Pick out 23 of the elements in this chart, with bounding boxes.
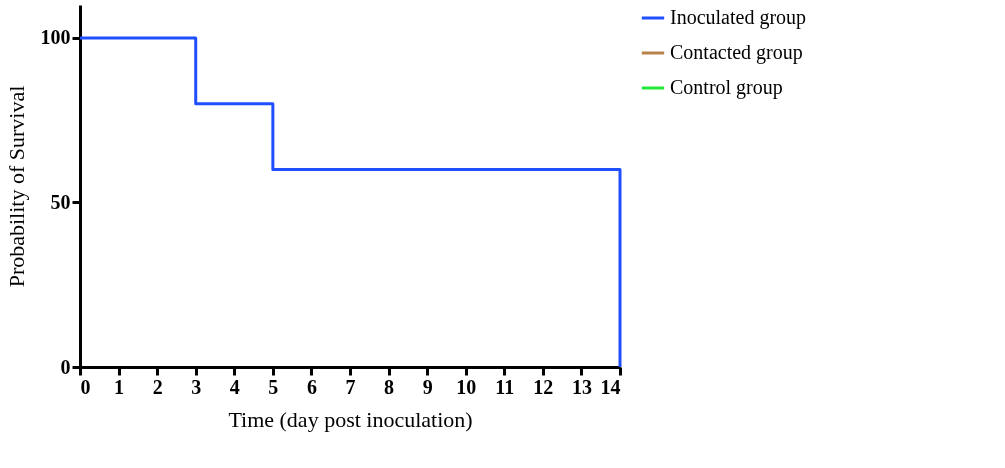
x-axis-title: Time (day post inoculation) — [228, 406, 473, 432]
x-tick-label: 10 — [456, 375, 477, 398]
x-tick-label: 14 — [600, 375, 621, 398]
x-tick-label: 13 — [571, 375, 592, 398]
x-tick-label: 6 — [306, 375, 317, 398]
legend-label: Control group — [670, 76, 783, 99]
x-tick-label: 2 — [152, 375, 163, 398]
y-tick-label: 100 — [40, 26, 71, 49]
legend-label: Inoculated group — [670, 6, 807, 29]
x-tick-label: 3 — [191, 375, 202, 398]
x-tick-label: 11 — [495, 375, 515, 398]
x-tick-label: 12 — [533, 375, 554, 398]
y-axis-title: Probability of Survival — [3, 85, 29, 288]
x-tick-label: 1 — [114, 375, 125, 398]
x-tick-label: 4 — [229, 375, 240, 398]
x-tick-label: 7 — [345, 375, 356, 398]
x-tick-label: 9 — [422, 375, 433, 398]
x-tick-label: 5 — [268, 375, 279, 398]
y-tick-label: 50 — [50, 190, 71, 213]
legend-label: Contacted group — [670, 41, 803, 64]
x-tick-label: 8 — [384, 375, 395, 398]
x-tick-label: 0 — [80, 375, 91, 398]
y-tick-label: 0 — [60, 355, 71, 378]
